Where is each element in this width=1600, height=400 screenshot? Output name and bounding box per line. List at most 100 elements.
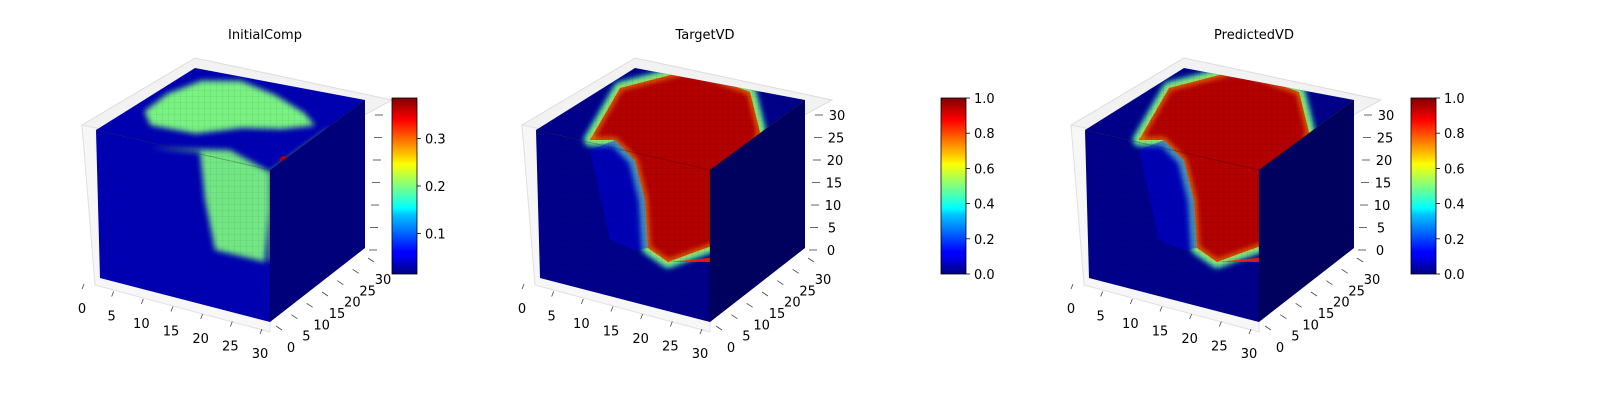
y-tick — [777, 280, 784, 285]
z-tick-label: 5 — [828, 222, 836, 237]
y-tick — [761, 291, 769, 297]
colorbar-tick-label: 0.4 — [974, 198, 995, 213]
x-tick — [111, 291, 115, 297]
y-tick-label: 25 — [359, 284, 376, 299]
colorbar-tick-label: 0.6 — [974, 162, 995, 177]
x-tick — [580, 298, 584, 305]
cube-right-face — [270, 100, 365, 322]
colorbar-tick-label: 0.0 — [974, 268, 995, 283]
x-tick-label: 10 — [1122, 317, 1139, 332]
x-tick — [1189, 313, 1193, 320]
x-tick-label: 30 — [1241, 347, 1258, 362]
colorbar-tick-label: 0.2 — [974, 233, 995, 248]
chart-title: InitialComp — [228, 28, 302, 43]
y-tick-label: 5 — [742, 330, 750, 345]
chart-title: PredictedVD — [1214, 28, 1294, 43]
colorbar-tick-label: 0.2 — [425, 180, 446, 195]
x-tick — [259, 328, 263, 335]
y-tick — [337, 280, 344, 285]
y-tick — [367, 257, 375, 263]
colorbar-tick-label: 0.0 — [1444, 268, 1465, 283]
x-tick — [699, 328, 703, 335]
x-tick-label: 10 — [133, 317, 150, 332]
colorbar-tick-label: 0.2 — [1444, 233, 1465, 248]
cube-edge — [535, 99, 806, 171]
cube-edge — [95, 99, 366, 171]
y-tick-label: 5 — [1291, 330, 1299, 345]
y-tick — [746, 303, 753, 308]
x-tick-label: 20 — [192, 332, 209, 347]
x-tick — [1159, 306, 1163, 312]
x-tick-label: 0 — [1067, 302, 1075, 317]
x-tick-label: 25 — [222, 340, 239, 355]
y-tick-label: 20 — [344, 296, 361, 311]
cube-right-face — [1259, 100, 1354, 322]
colorbar — [391, 97, 418, 275]
x-tick-label: 15 — [163, 325, 180, 340]
x-tick — [170, 306, 174, 312]
chart-title: TargetVD — [674, 28, 734, 43]
z-tick-label: 0 — [827, 244, 835, 259]
y-tick — [731, 314, 738, 319]
colorbar — [940, 97, 967, 275]
voxel-grid — [1085, 68, 1354, 322]
y-tick-label: 30 — [1364, 273, 1381, 288]
x-tick — [1100, 291, 1104, 297]
y-tick-label: 25 — [799, 284, 816, 299]
x-tick-label: 15 — [1152, 325, 1169, 340]
x-tick — [140, 298, 144, 305]
x-tick-label: 5 — [1097, 310, 1105, 325]
x-tick — [1218, 321, 1222, 327]
y-tick — [321, 291, 329, 297]
x-tick-label: 0 — [518, 302, 526, 317]
y-tick-label: 20 — [784, 296, 801, 311]
y-tick — [1310, 291, 1318, 297]
y-tick — [1295, 303, 1302, 308]
y-tick-label: 15 — [1318, 307, 1335, 322]
x-tick — [669, 321, 673, 327]
x-tick — [81, 283, 85, 290]
x-tick — [610, 306, 614, 312]
z-tick-label: 20 — [827, 154, 844, 169]
x-tick — [200, 313, 204, 320]
y-tick — [807, 257, 815, 263]
z-tick-label: 25 — [1377, 132, 1394, 147]
y-tick-label: 5 — [302, 330, 310, 345]
voxel-grid — [96, 68, 365, 322]
y-tick — [306, 303, 313, 308]
x-tick — [1070, 283, 1074, 290]
z-tick-label: 20 — [1376, 154, 1393, 169]
colorbar-tick-label: 0.6 — [1444, 162, 1465, 177]
y-tick-label: 0 — [727, 341, 735, 356]
y-tick-label: 30 — [815, 273, 832, 288]
colorbar — [1410, 97, 1437, 275]
y-tick — [792, 269, 799, 274]
x-tick-label: 25 — [1211, 340, 1228, 355]
x-tick-label: 25 — [662, 340, 679, 355]
y-tick-label: 10 — [753, 318, 770, 333]
colorbar-tick-label: 0.8 — [974, 127, 995, 142]
y-tick-label: 10 — [313, 318, 330, 333]
x-tick — [229, 321, 233, 327]
cube-right-face — [710, 100, 805, 322]
x-tick-label: 20 — [632, 332, 649, 347]
x-tick-label: 5 — [108, 310, 116, 325]
z-tick-label: 15 — [826, 177, 843, 192]
x-tick-label: 10 — [573, 317, 590, 332]
y-tick — [291, 314, 298, 319]
y-tick-label: 15 — [769, 307, 786, 322]
y-tick — [715, 325, 723, 331]
colorbar-tick-label: 0.8 — [1444, 127, 1465, 142]
y-tick-label: 0 — [1276, 341, 1284, 356]
voxel-grid — [536, 68, 805, 322]
colorbar-tick-label: 1.0 — [974, 92, 995, 107]
y-tick-label: 10 — [1302, 318, 1319, 333]
colorbar-tick-label: 0.3 — [425, 132, 446, 147]
y-tick — [1264, 325, 1272, 331]
z-tick-label: 25 — [828, 132, 845, 147]
x-tick — [640, 313, 644, 320]
z-tick-label: 10 — [825, 199, 842, 214]
